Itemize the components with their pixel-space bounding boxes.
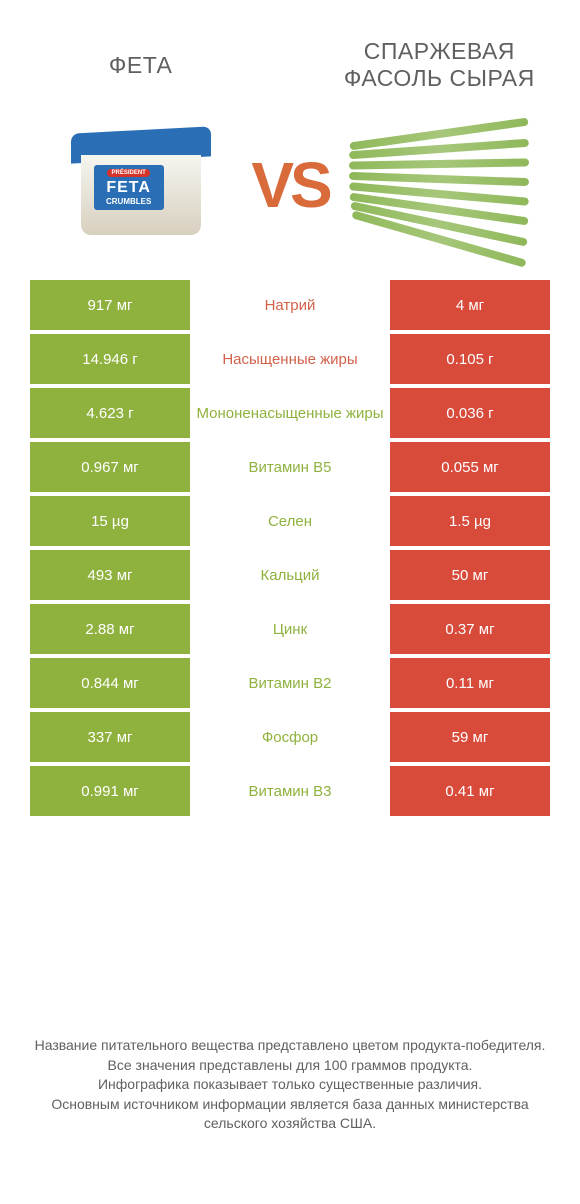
product-right-image (329, 110, 550, 260)
cell-left-value: 917 мг (30, 280, 190, 330)
cell-nutrient-label: Мононенасыщенные жиры (190, 388, 390, 438)
footer-line: Название питательного вещества представл… (30, 1036, 550, 1056)
cell-left-value: 14.946 г (30, 334, 190, 384)
cell-nutrient-label: Цинк (190, 604, 390, 654)
table-row: 14.946 гНасыщенные жиры0.105 г (30, 334, 550, 384)
product-left-image: PRÉSIDENTFETACRUMBLES (30, 110, 251, 260)
product-left: ФЕТА PRÉSIDENTFETACRUMBLES (30, 20, 251, 260)
table-row: 0.844 мгВитамин B20.11 мг (30, 658, 550, 708)
cell-nutrient-label: Селен (190, 496, 390, 546)
table-row: 0.967 мгВитамин B50.055 мг (30, 442, 550, 492)
cell-nutrient-label: Насыщенные жиры (190, 334, 390, 384)
cell-nutrient-label: Кальций (190, 550, 390, 600)
cell-right-value: 59 мг (390, 712, 550, 762)
beans-illustration (349, 120, 529, 250)
cell-nutrient-label: Витамин B3 (190, 766, 390, 816)
table-row: 15 µgСелен1.5 µg (30, 496, 550, 546)
product-right-title: СПАРЖЕВАЯ ФАСОЛЬ СЫРАЯ (329, 20, 550, 110)
cell-right-value: 0.036 г (390, 388, 550, 438)
table-row: 4.623 гМононенасыщенные жиры0.036 г (30, 388, 550, 438)
cell-nutrient-label: Натрий (190, 280, 390, 330)
comparison-table: 917 мгНатрий4 мг14.946 гНасыщенные жиры0… (0, 280, 580, 820)
cell-left-value: 337 мг (30, 712, 190, 762)
cell-right-value: 0.055 мг (390, 442, 550, 492)
cell-nutrient-label: Витамин B2 (190, 658, 390, 708)
header: ФЕТА PRÉSIDENTFETACRUMBLES VS СПАРЖЕВАЯ … (0, 0, 580, 270)
cell-right-value: 0.105 г (390, 334, 550, 384)
footer-line: Все значения представлены для 100 граммо… (30, 1056, 550, 1076)
cell-left-value: 0.991 мг (30, 766, 190, 816)
cell-left-value: 2.88 мг (30, 604, 190, 654)
cell-left-value: 15 µg (30, 496, 190, 546)
vs-label: VS (251, 148, 328, 222)
cell-right-value: 0.11 мг (390, 658, 550, 708)
cell-nutrient-label: Витамин B5 (190, 442, 390, 492)
product-left-title: ФЕТА (109, 20, 172, 110)
feta-illustration: PRÉSIDENTFETACRUMBLES (66, 130, 216, 240)
cell-left-value: 4.623 г (30, 388, 190, 438)
cell-right-value: 1.5 µg (390, 496, 550, 546)
cell-right-value: 0.37 мг (390, 604, 550, 654)
cell-left-value: 0.967 мг (30, 442, 190, 492)
cell-right-value: 50 мг (390, 550, 550, 600)
cell-right-value: 4 мг (390, 280, 550, 330)
cell-right-value: 0.41 мг (390, 766, 550, 816)
footer-line: Инфографика показывает только существенн… (30, 1075, 550, 1095)
cell-nutrient-label: Фосфор (190, 712, 390, 762)
table-row: 0.991 мгВитамин B30.41 мг (30, 766, 550, 816)
table-row: 337 мгФосфор59 мг (30, 712, 550, 762)
cell-left-value: 493 мг (30, 550, 190, 600)
product-right: СПАРЖЕВАЯ ФАСОЛЬ СЫРАЯ (329, 20, 550, 260)
table-row: 917 мгНатрий4 мг (30, 280, 550, 330)
table-row: 493 мгКальций50 мг (30, 550, 550, 600)
footer-notes: Название питательного вещества представл… (0, 1016, 580, 1204)
cell-left-value: 0.844 мг (30, 658, 190, 708)
table-row: 2.88 мгЦинк0.37 мг (30, 604, 550, 654)
footer-line: Основным источником информации является … (30, 1095, 550, 1134)
